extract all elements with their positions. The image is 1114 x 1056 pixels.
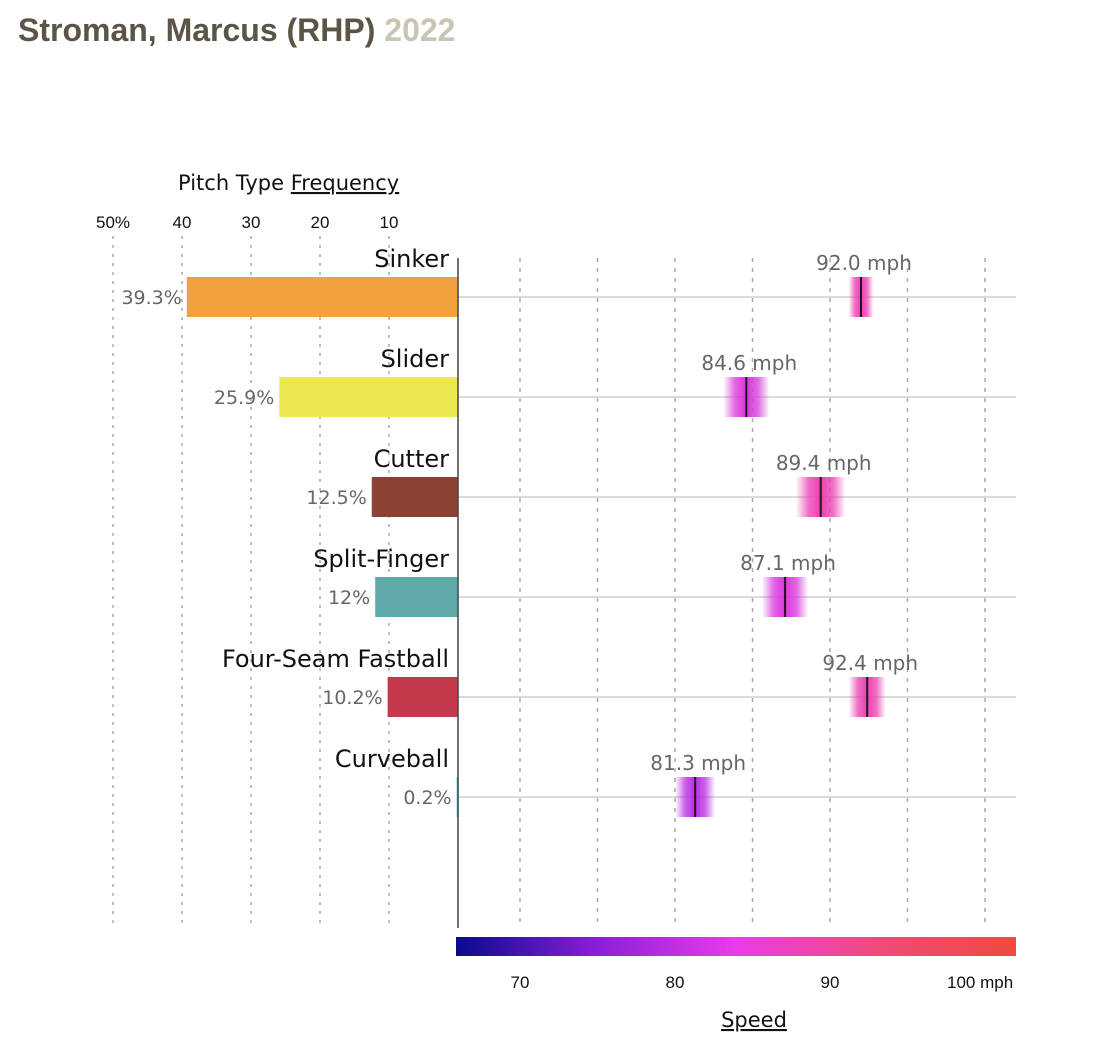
- chart-title: Stroman, Marcus (RHP) 2022: [18, 12, 455, 49]
- pitch-type-label: Four-Seam Fastball: [222, 645, 449, 673]
- freq-axis-title-prefix: Pitch Type: [178, 171, 291, 195]
- freq-tick-label: 50%: [96, 213, 130, 232]
- pitch-type-label: Cutter: [374, 445, 450, 473]
- speed-tick-label: 70: [511, 973, 530, 992]
- speed-value-label: 81.3 mph: [650, 751, 746, 775]
- freq-axis-title-link[interactable]: Frequency: [291, 171, 400, 195]
- frequency-value-label: 0.2%: [403, 787, 451, 809]
- frequency-bar: [387, 677, 458, 717]
- frequency-bar: [186, 277, 458, 317]
- frequency-bar: [375, 577, 458, 617]
- freq-tick-label: 40: [173, 213, 192, 232]
- speed-value-label: 84.6 mph: [701, 351, 797, 375]
- pitch-type-label: Sinker: [374, 245, 449, 273]
- frequency-value-label: 39.3%: [121, 287, 181, 309]
- pitch-type-label: Curveball: [335, 745, 449, 773]
- pitch-type-label: Split-Finger: [313, 545, 449, 573]
- frequency-bar: [279, 377, 458, 417]
- freq-axis-title: Pitch Type Frequency: [178, 171, 399, 195]
- pitch-type-label: Slider: [381, 345, 450, 373]
- speed-tick-label: 80: [666, 973, 685, 992]
- speed-tick-label: 100 mph: [947, 973, 1013, 992]
- frequency-value-label: 10.2%: [322, 687, 382, 709]
- speed-tick-label: 90: [821, 973, 840, 992]
- freq-tick-label: 30: [242, 213, 261, 232]
- speed-value-label: 89.4 mph: [776, 451, 872, 475]
- frequency-bar: [371, 477, 458, 517]
- speed-color-scale: [456, 937, 1016, 956]
- frequency-value-label: 12%: [328, 587, 370, 609]
- speed-value-label: 92.4 mph: [822, 651, 918, 675]
- speed-axis-title[interactable]: Speed: [721, 1008, 787, 1032]
- season-year: 2022: [384, 12, 456, 48]
- speed-value-label: 87.1 mph: [740, 551, 836, 575]
- freq-tick-label: 10: [380, 213, 399, 232]
- frequency-value-label: 25.9%: [214, 387, 274, 409]
- speed-value-label: 92.0 mph: [816, 251, 912, 275]
- freq-tick-label: 20: [311, 213, 330, 232]
- frequency-value-label: 12.5%: [306, 487, 366, 509]
- player-name: Stroman, Marcus (RHP): [18, 12, 376, 48]
